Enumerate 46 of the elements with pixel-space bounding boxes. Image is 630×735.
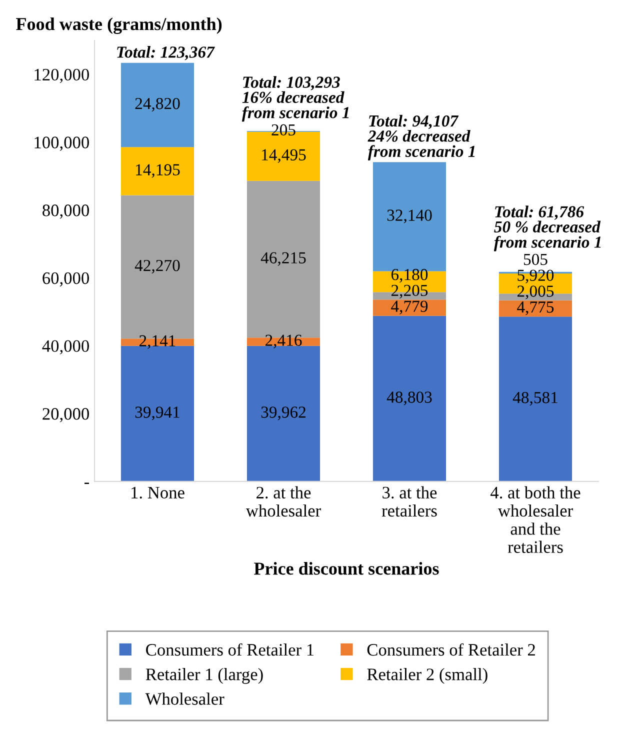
legend-label: Wholesaler <box>145 692 224 705</box>
data-label: 39,962 <box>261 406 306 420</box>
data-label: 505 <box>524 254 548 266</box>
y-tick-label: 80,000 <box>42 204 89 219</box>
y-tick-label: 20,000 <box>42 408 89 422</box>
bar <box>498 316 572 482</box>
data-label: 39,941 <box>135 406 180 420</box>
y-tick-label: 60,000 <box>42 272 89 287</box>
legend-label: Retailer 1 (large) <box>146 668 263 684</box>
bar <box>120 147 194 196</box>
bar <box>372 300 446 316</box>
data-label: 42,270 <box>134 260 180 274</box>
data-label: 14,495 <box>262 149 306 163</box>
y-tick-label: 40,000 <box>42 340 89 354</box>
bar <box>120 62 194 148</box>
data-label: 24,820 <box>135 98 180 112</box>
data-label: 2,416 <box>265 334 302 348</box>
legend-label: Consumers of Retailer 1 <box>146 643 314 656</box>
data-label: 2,141 <box>139 335 176 349</box>
total-label: Total: 61,786 50 % decreased from scenario 1 <box>494 206 601 252</box>
data-label: 4,775 <box>517 302 554 316</box>
bar <box>372 316 446 482</box>
data-label: 4,779 <box>391 300 428 314</box>
legend-label: Retailer 2 (small) <box>367 668 488 684</box>
x-axis-title: Price discount scenarios <box>254 562 439 575</box>
total-label: Total: 103,293 16% decreased from scenario 1 <box>242 76 349 122</box>
data-label: 48,581 <box>512 392 558 406</box>
total-label: Total: 123,367 <box>117 46 215 60</box>
y-tick-label: 100,000 <box>34 136 89 151</box>
x-tick-label: 3. at the retailers <box>382 486 437 517</box>
data-label: 46,215 <box>260 252 306 266</box>
y-axis-title: Food waste (grams/month) <box>16 17 222 34</box>
y-tick-label: 120,000 <box>34 68 89 84</box>
data-label: 5,920 <box>518 270 554 284</box>
bar <box>498 300 572 317</box>
data-label: 2,205 <box>391 284 428 298</box>
total-label: Total: 94,107 24% decreased from scenario 1 <box>368 114 475 160</box>
data-label: 14,195 <box>136 164 180 178</box>
data-label: 48,803 <box>386 392 432 406</box>
y-tick-label: - <box>84 482 90 484</box>
data-label: 32,140 <box>387 210 432 224</box>
x-tick-label: 4. at both the wholesaler and the retailers <box>490 486 580 553</box>
data-label: 6,180 <box>391 268 428 283</box>
legend-label: Consumers of Retailer 2 <box>367 643 535 656</box>
x-tick-label: 1. None <box>132 486 184 499</box>
x-tick-label: 2. at the wholesaler <box>246 486 321 517</box>
